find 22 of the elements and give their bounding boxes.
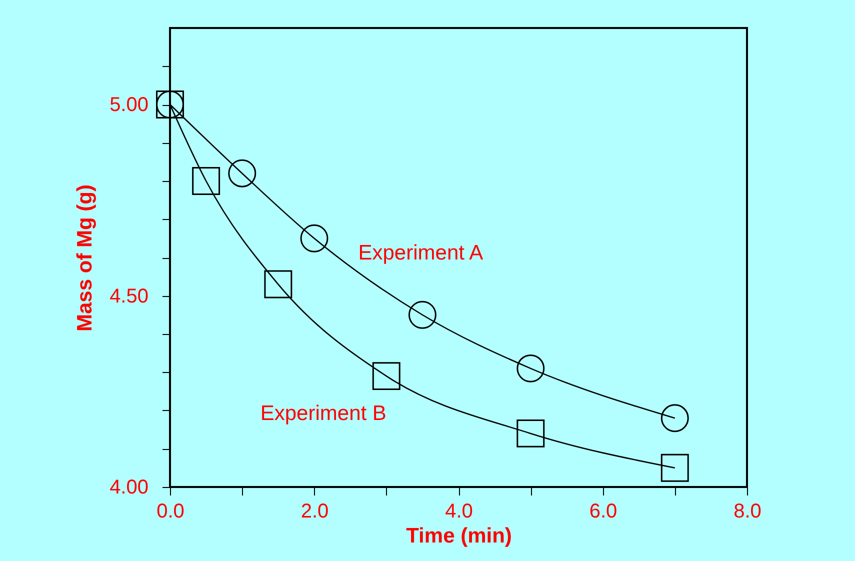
series-label: Experiment B	[260, 402, 386, 426]
point	[372, 362, 400, 390]
y-tick-label: 4.00	[110, 476, 148, 498]
point	[660, 404, 689, 432]
point	[264, 270, 292, 298]
point	[192, 167, 220, 195]
point	[300, 224, 328, 252]
x-tick-label: 0.0	[156, 500, 184, 522]
x-tick-label: 4.0	[445, 500, 473, 522]
point	[228, 159, 256, 188]
x-axis-title: Time (min)	[406, 524, 512, 548]
y-axis-title: Mass of Mg (g)	[74, 184, 97, 332]
y-tick-label: 4.50	[110, 285, 148, 308]
x-tick-label: 2.0	[300, 500, 329, 522]
point	[660, 454, 689, 482]
series-label: Experiment A	[358, 241, 484, 264]
point	[516, 419, 545, 448]
x-tick-label: 6.0	[589, 500, 618, 522]
y-tick-label: 5.00	[110, 94, 148, 116]
point	[408, 300, 436, 329]
point	[516, 354, 545, 382]
x-tick-label: 8.0	[734, 500, 762, 522]
